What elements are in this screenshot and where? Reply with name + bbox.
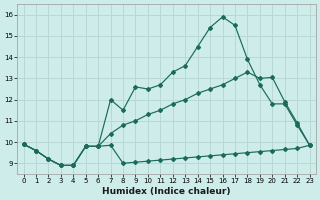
X-axis label: Humidex (Indice chaleur): Humidex (Indice chaleur) [102, 187, 231, 196]
